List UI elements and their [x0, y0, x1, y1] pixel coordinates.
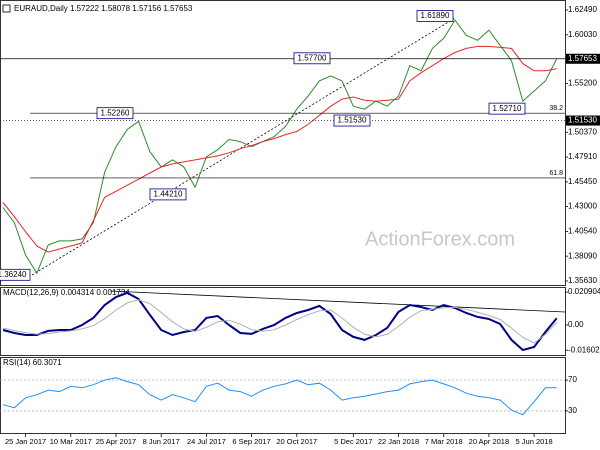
- price-panel: [0, 0, 566, 286]
- x-tick-label: 25 Apr 2017: [96, 437, 136, 446]
- y-tick-label: -0.016023: [568, 345, 600, 354]
- annotation-label: 1.36240: [0, 270, 27, 279]
- y-tick-label: 0.020904: [568, 287, 600, 296]
- price-marker-label: 1.57653: [568, 54, 597, 63]
- y-tick-label: 1.55200: [568, 79, 597, 88]
- price-marker-label: 1.51530: [568, 116, 597, 125]
- chart-title: EURAUD,Daily 1.57222 1.58078 1.57156 1.5…: [14, 4, 193, 13]
- y-tick-label: 0.00: [568, 320, 584, 329]
- x-tick-label: 25 Jan 2017: [5, 437, 46, 446]
- annotation-box: [333, 114, 371, 127]
- macd-title: MACD(12,26,9) 0.004314 0.001734: [3, 288, 130, 297]
- x-tick-label: 24 Jul 2017: [187, 437, 226, 446]
- y-tick-label: 1.47910: [568, 152, 597, 161]
- x-tick-label: 10 Mar 2017: [50, 437, 92, 446]
- annotation-box: [488, 102, 526, 115]
- annotation-box: [0, 268, 31, 281]
- x-tick-label: 22 Jan 2018: [378, 437, 419, 446]
- x-tick-label: 7 Mar 2018: [425, 437, 463, 446]
- price-marker-box: [566, 115, 600, 126]
- annotation-label: 1.57700: [298, 53, 327, 62]
- x-tick-label: 20 Apr 2018: [469, 437, 509, 446]
- fib-label: 61.8: [549, 170, 563, 177]
- series-line: [2, 299, 558, 344]
- annotation-box: [149, 188, 187, 201]
- y-tick-label: 1.35630: [568, 276, 597, 285]
- y-tick-label: 1.60030: [568, 30, 597, 39]
- trend-line: [31, 17, 456, 276]
- price-marker-box: [566, 53, 600, 64]
- y-tick-label: 70: [568, 375, 577, 384]
- y-tick-label: 30: [568, 406, 577, 415]
- annotation-box: [293, 52, 331, 65]
- title-icon: [2, 4, 11, 13]
- x-tick-label: 20 Oct 2017: [276, 437, 317, 446]
- x-tick-label: 8 Jun 2017: [143, 437, 180, 446]
- annotation-box: [416, 10, 454, 22]
- series-line: [2, 291, 558, 352]
- y-tick-label: 1.43000: [568, 202, 597, 211]
- x-tick-label: 5 Jun 2018: [516, 437, 553, 446]
- series-line: [2, 45, 557, 253]
- fib-label: 38.2: [549, 105, 563, 112]
- annotation-label: 1.44210: [154, 190, 183, 199]
- annotation-label: 1.51530: [338, 116, 367, 125]
- annotation-label: 1.52260: [101, 108, 130, 117]
- rsi-panel: [0, 357, 566, 434]
- annotation-label: 1.61890: [421, 11, 450, 20]
- series-line: [2, 19, 558, 275]
- y-tick-label: 1.38090: [568, 251, 597, 260]
- y-tick-label: 1.45450: [568, 177, 597, 186]
- annotation-box: [96, 107, 134, 120]
- macd-trend-line: [109, 290, 566, 313]
- x-tick-label: 6 Sep 2017: [232, 437, 270, 446]
- series-line: [2, 377, 557, 416]
- annotation-label: 1.52710: [493, 104, 522, 113]
- watermark: ActionForex.com: [365, 228, 515, 250]
- x-tick-label: 5 Dec 2017: [334, 437, 372, 446]
- y-tick-label: 1.50370: [568, 127, 597, 136]
- y-tick-label: 1.62490: [568, 5, 597, 14]
- rsi-title: RSI(14) 60.3071: [3, 358, 62, 367]
- macd-panel: [0, 287, 566, 356]
- y-tick-label: 1.40540: [568, 227, 597, 236]
